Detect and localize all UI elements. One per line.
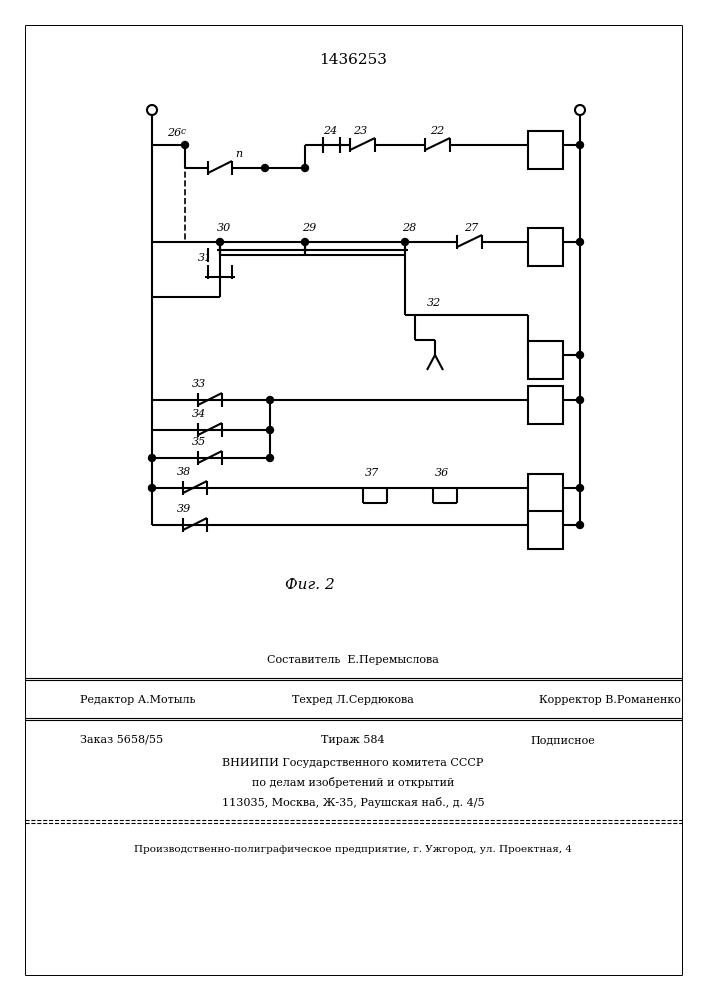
Circle shape: [148, 485, 156, 491]
Circle shape: [575, 105, 585, 115]
Text: 16: 16: [538, 145, 552, 155]
Text: 24: 24: [323, 126, 337, 136]
Circle shape: [148, 454, 156, 462]
Text: 26: 26: [167, 128, 181, 138]
Text: ВНИИПИ Государственного комитета СССР: ВНИИПИ Государственного комитета СССР: [222, 758, 484, 768]
Text: Фиг. 2: Фиг. 2: [285, 578, 335, 592]
Text: Производственно-полиграфическое предприятие, г. Ужгород, ул. Проектная, 4: Производственно-полиграфическое предприя…: [134, 846, 572, 854]
Bar: [527, 131, 563, 169]
Text: c: c: [181, 127, 186, 136]
Text: Составитель  Е.Перемыслова: Составитель Е.Перемыслова: [267, 655, 439, 665]
Text: по делам изобретений и открытий: по делам изобретений и открытий: [252, 778, 454, 788]
Text: 17: 17: [538, 242, 552, 252]
Text: 38: 38: [177, 467, 192, 477]
Circle shape: [576, 396, 583, 403]
Text: 34: 34: [192, 409, 206, 419]
Bar: [527, 341, 563, 379]
Text: 31: 31: [198, 253, 212, 263]
Text: 37: 37: [365, 468, 379, 478]
Text: Корректор В.Романенко: Корректор В.Романенко: [539, 695, 681, 705]
Text: 113035, Москва, Ж-35, Раушская наб., д. 4/5: 113035, Москва, Ж-35, Раушская наб., д. …: [222, 798, 484, 808]
Text: 23: 23: [353, 126, 367, 136]
Text: Тираж 584: Тираж 584: [321, 735, 385, 745]
Text: n: n: [235, 149, 242, 159]
Text: 32: 32: [427, 298, 441, 308]
Circle shape: [576, 352, 583, 359]
Text: 30: 30: [217, 223, 231, 233]
Circle shape: [402, 238, 409, 245]
Circle shape: [267, 396, 274, 403]
Circle shape: [301, 238, 308, 245]
Text: 27: 27: [464, 223, 478, 233]
Text: 21: 21: [538, 525, 552, 535]
Text: 33: 33: [192, 379, 206, 389]
Circle shape: [576, 485, 583, 491]
Text: 36: 36: [435, 468, 449, 478]
Text: 19: 19: [538, 400, 552, 410]
Text: Редактор А.Мотыль: Редактор А.Мотыль: [80, 695, 196, 705]
Text: 22: 22: [430, 126, 444, 136]
Text: Заказ 5658/55: Заказ 5658/55: [80, 735, 163, 745]
Circle shape: [576, 141, 583, 148]
Circle shape: [216, 238, 223, 245]
Circle shape: [267, 454, 274, 462]
Circle shape: [576, 522, 583, 528]
Circle shape: [262, 164, 269, 172]
Bar: [527, 474, 563, 512]
Circle shape: [576, 238, 583, 245]
Text: Техред Л.Сердюкова: Техред Л.Сердюкова: [292, 695, 414, 705]
Circle shape: [182, 141, 189, 148]
Circle shape: [301, 164, 308, 172]
Circle shape: [267, 426, 274, 434]
Text: 29: 29: [302, 223, 316, 233]
Bar: [527, 228, 563, 266]
Text: 17: 17: [538, 242, 552, 252]
Bar: [527, 511, 563, 549]
Text: Подписное: Подписное: [530, 735, 595, 745]
Text: 28: 28: [402, 223, 416, 233]
Bar: [527, 386, 563, 424]
Text: 1436253: 1436253: [319, 53, 387, 67]
Text: 35: 35: [192, 437, 206, 447]
Text: 39: 39: [177, 504, 192, 514]
Text: 20: 20: [538, 488, 552, 498]
Text: 18: 18: [538, 355, 552, 365]
Circle shape: [147, 105, 157, 115]
